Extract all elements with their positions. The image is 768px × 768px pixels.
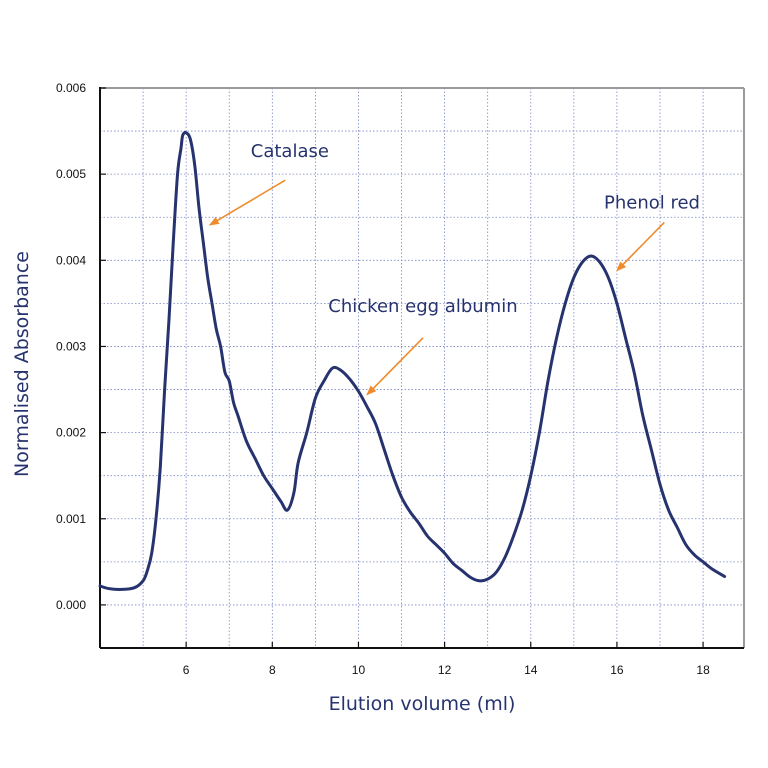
y-tick-label: 0.004 (56, 253, 86, 267)
annotation-label: Phenol red (604, 193, 700, 214)
annotation-label: Chicken egg albumin (328, 296, 517, 317)
y-tick-label: 0.003 (56, 339, 86, 353)
y-tick-label: 0.005 (56, 167, 86, 181)
x-tick-label: 16 (610, 663, 624, 677)
annotation-label: Catalase (251, 141, 329, 162)
series-layer (98, 131, 727, 591)
x-tick-label: 14 (524, 663, 538, 677)
annotations: Catalase Chicken egg albumin Phenol red (208, 141, 700, 396)
x-axis-label: Elution volume (ml) (329, 693, 516, 715)
annotation-arrow (616, 221, 665, 272)
y-tick-label: 0.000 (56, 598, 86, 612)
x-tick-label: 8 (269, 663, 276, 677)
annotation-arrow (208, 179, 286, 226)
x-tick-label: 12 (438, 663, 452, 677)
axes (99, 87, 745, 649)
y-tick-label: 0.001 (56, 512, 86, 526)
y-axis-label: Normalised Absorbance (11, 251, 33, 477)
y-tick-label: 0.002 (56, 426, 86, 440)
annotation-arrow (366, 337, 424, 396)
x-tick-label: 18 (696, 663, 710, 677)
x-tick-label: 10 (352, 663, 366, 677)
series-line (98, 131, 727, 591)
y-tick-label: 0.006 (56, 81, 86, 95)
x-axis-ticks: 6 8 10 12 14 16 18 (183, 642, 710, 677)
y-axis-ticks: 0.000 0.001 0.002 0.003 0.004 0.005 0.006 (56, 81, 106, 612)
x-tick-label: 6 (183, 663, 190, 677)
